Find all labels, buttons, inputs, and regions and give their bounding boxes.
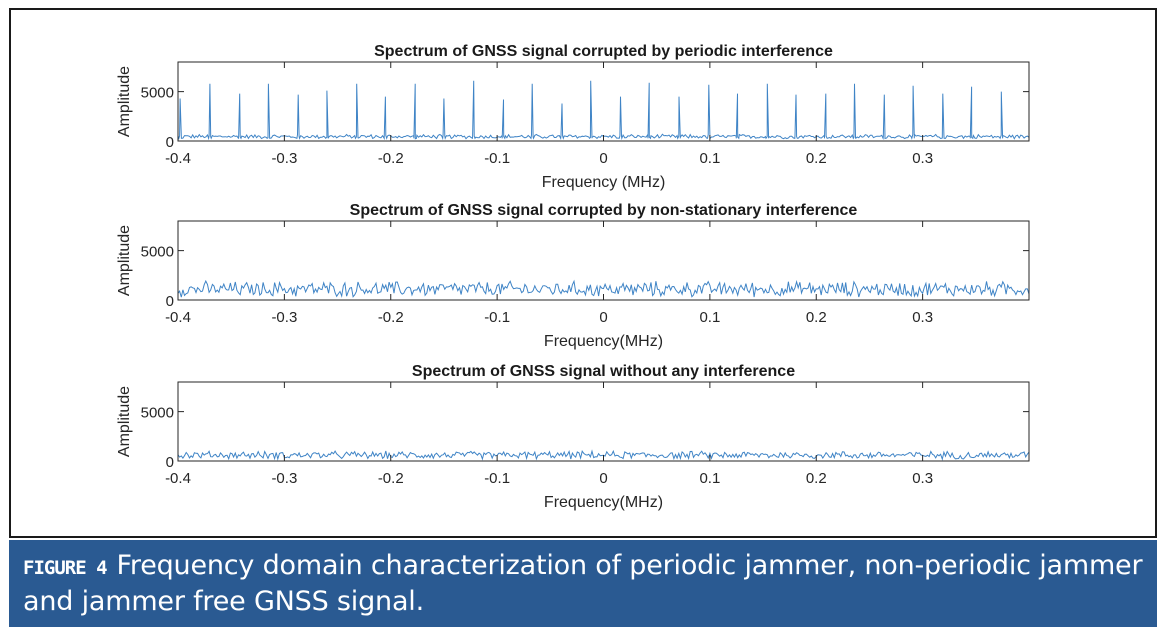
x-tick-label: 0.3 [912, 150, 933, 167]
y-tick-label: 5000 [141, 244, 174, 261]
x-axis-label: Frequency(MHz) [544, 494, 663, 511]
y-tick-label: 0 [166, 293, 174, 310]
x-tick-label: 0.1 [699, 470, 720, 487]
series-line-non-stationary [177, 279, 1030, 298]
x-axis-label: Frequency (MHz) [542, 174, 666, 191]
series-line-periodic [177, 80, 1030, 141]
y-axis-label: Amplitude [116, 225, 133, 296]
caption-body: Frequency domain characterization of per… [23, 550, 1143, 617]
caption-label: FIGURE 4 [23, 557, 108, 579]
caption-text-block: FIGURE 4 Frequency domain characterizatio… [23, 549, 1143, 618]
chart-panel-3: -0.4 -0.3 -0.2 -0.1 0 0.1 0.2 0.3 0 5000 Spectrum … [116, 363, 1030, 511]
x-tick-label: 0.3 [912, 470, 933, 487]
x-tick-label: 0.2 [806, 309, 827, 326]
y-tick-label: 0 [166, 454, 174, 471]
x-tick-label: -0.4 [165, 309, 191, 326]
figure-caption: FIGURE 4 Frequency domain characterizatio… [9, 540, 1157, 627]
y-tick-label: 0 [166, 134, 174, 151]
chart-panel-1: -0.4 -0.3 -0.2 -0.1 0 0.1 0.2 0.3 0 5000 Spectrum … [116, 43, 1030, 191]
x-tick-label: 0.1 [699, 309, 720, 326]
x-tick-label: -0.2 [378, 150, 404, 167]
y-tick-label: 5000 [141, 85, 174, 102]
chart-title: Spectrum of GNSS signal corrupted by per… [374, 43, 833, 60]
chart-panel-2: -0.4 -0.3 -0.2 -0.1 0 0.1 0.2 0.3 0 5000 Spectrum … [116, 202, 1030, 350]
chart-title: Spectrum of GNSS signal corrupted by non… [350, 202, 858, 219]
plot-area-border [177, 61, 1030, 142]
x-tick-label: 0 [599, 470, 607, 487]
x-tick-label: -0.1 [484, 150, 510, 167]
x-tick-label: -0.2 [378, 309, 404, 326]
x-axis-label: Frequency(MHz) [544, 333, 663, 350]
y-axis-label: Amplitude [116, 386, 133, 457]
chart-title: Spectrum of GNSS signal without any inte… [412, 363, 795, 380]
x-tick-label: 0.2 [806, 470, 827, 487]
x-tick-label: -0.3 [271, 150, 297, 167]
x-tick-label: -0.4 [165, 470, 191, 487]
y-tick-label: 5000 [141, 405, 174, 422]
x-tick-label: -0.2 [378, 470, 404, 487]
x-tick-label: 0 [599, 150, 607, 167]
x-tick-label: 0.3 [912, 309, 933, 326]
x-tick-label: -0.3 [271, 470, 297, 487]
x-tick-label: -0.4 [165, 150, 191, 167]
x-tick-label: -0.3 [271, 309, 297, 326]
y-axis-label: Amplitude [116, 66, 133, 137]
x-tick-label: 0.2 [806, 150, 827, 167]
x-tick-label: -0.1 [484, 309, 510, 326]
chart-plots: -0.4 -0.3 -0.2 -0.1 0 0.1 0.2 0.3 0 5000 Spectrum … [116, 43, 1030, 511]
figure-frame: -0.4 -0.3 -0.2 -0.1 0 0.1 0.2 0.3 0 5000 Spectrum … [9, 8, 1157, 538]
x-tick-label: 0.1 [699, 150, 720, 167]
x-tick-label: 0 [599, 309, 607, 326]
plot-area-border [177, 381, 1030, 462]
x-tick-label: -0.1 [484, 470, 510, 487]
